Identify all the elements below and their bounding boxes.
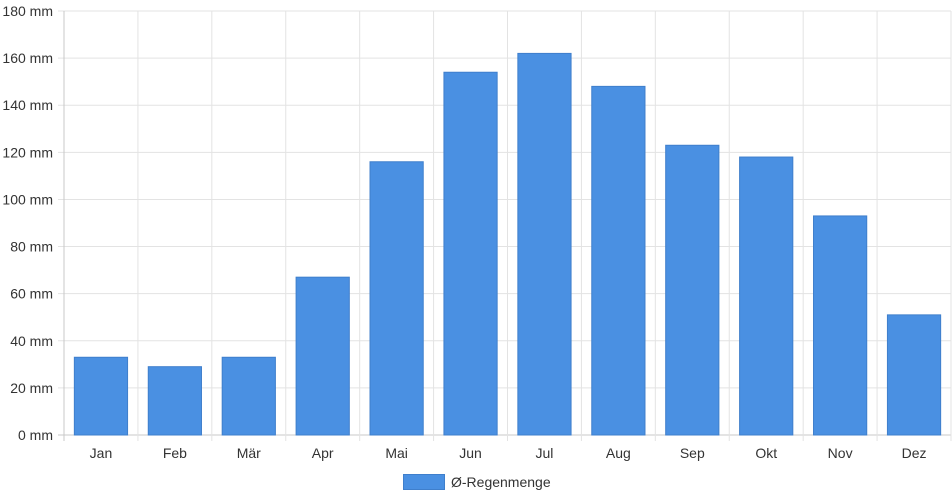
x-tick-label: Sep [680, 445, 705, 461]
x-tick-label: Okt [755, 445, 777, 461]
y-axis-ticks: 0 mm 20 mm 40 mm 60 mm 80 mm 100 mm 120 mm 140 … [2, 3, 53, 443]
bar-series [73, 52, 942, 436]
y-tick-label: 100 mm [2, 191, 53, 207]
x-axis-ticks: Jan Feb Mär Apr Mai Jun Jul Aug Sep Okt Nov Dez [90, 445, 927, 461]
x-tick-label: Apr [312, 445, 334, 461]
legend[interactable]: Ø-Regenmenge [403, 473, 551, 491]
y-tick-label: 180 mm [2, 3, 53, 19]
y-tick-label: 80 mm [10, 239, 53, 255]
y-tick-label: 120 mm [2, 144, 53, 160]
bar[interactable] [369, 161, 424, 436]
bar[interactable] [665, 144, 720, 436]
x-tick-label: Mär [237, 445, 261, 461]
y-tick-label: 60 mm [10, 286, 53, 302]
bar[interactable] [591, 85, 646, 436]
grid-lines [58, 10, 952, 441]
bar[interactable] [739, 156, 794, 436]
bar[interactable] [443, 71, 498, 436]
bar[interactable] [813, 215, 868, 436]
x-tick-label: Nov [828, 445, 853, 461]
x-tick-label: Aug [606, 445, 631, 461]
x-tick-label: Jul [536, 445, 554, 461]
bar[interactable] [147, 366, 202, 436]
x-tick-label: Jan [90, 445, 113, 461]
legend-swatch [403, 474, 445, 490]
y-tick-label: 20 mm [10, 380, 53, 396]
x-tick-label: Mai [385, 445, 408, 461]
y-tick-label: 40 mm [10, 333, 53, 349]
bar[interactable] [517, 52, 572, 436]
bar[interactable] [73, 356, 129, 436]
y-tick-label: 0 mm [18, 427, 53, 443]
bar[interactable] [886, 314, 942, 436]
y-tick-label: 140 mm [2, 97, 53, 113]
x-tick-label: Dez [902, 445, 927, 461]
bar[interactable] [221, 356, 276, 436]
x-tick-label: Feb [163, 445, 187, 461]
x-tick-label: Jun [459, 445, 482, 461]
bar[interactable] [295, 276, 350, 436]
legend-label: Ø-Regenmenge [451, 474, 551, 490]
y-tick-label: 160 mm [2, 50, 53, 66]
